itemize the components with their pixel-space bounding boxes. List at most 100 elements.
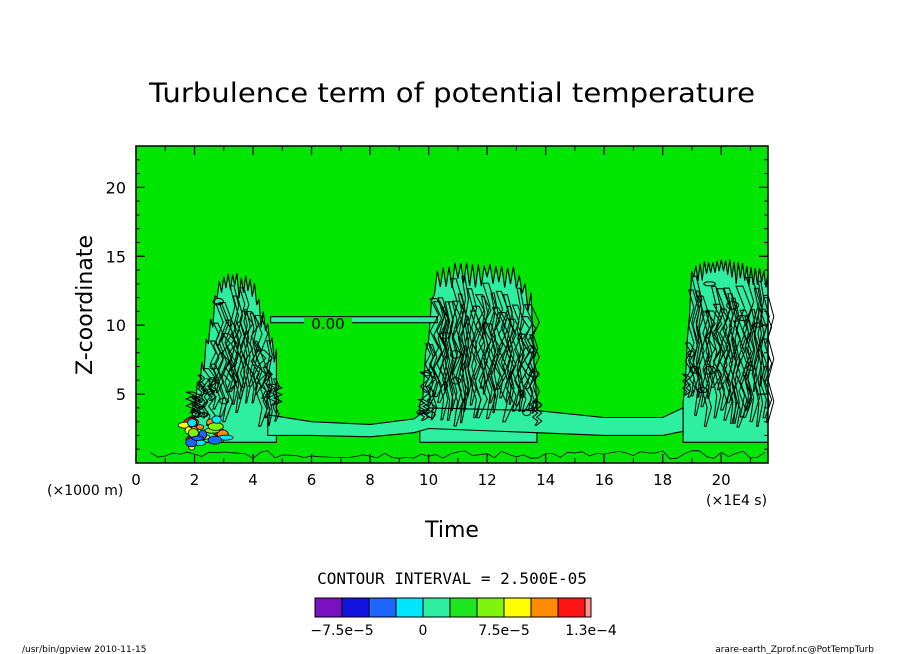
turbulent-burst-1-cell [208, 376, 216, 386]
residual-zero-band [270, 316, 438, 324]
y-axis-unit: (×1000 m) [47, 483, 123, 499]
x-axis-label: Time [424, 518, 479, 543]
turbulent-burst-3-streak [697, 295, 710, 408]
colorbar-swatch [422, 597, 451, 618]
x-tick-label: 0 [131, 471, 141, 489]
turbulent-burst-2-cell [422, 370, 432, 377]
turbulent-burst-2-streak [531, 400, 543, 426]
peak-cell [191, 435, 204, 441]
x-tick-label: 8 [365, 471, 375, 489]
turbulent-burst-2-streak [474, 294, 492, 389]
colorbar-tick-label: 7.5e−5 [478, 623, 530, 639]
turbulent-burst-1-streak [218, 302, 233, 423]
chart-title: Turbulence term of potential temperature [148, 78, 755, 109]
y-axis-label: Z-coordinate [73, 235, 98, 375]
turbulent-burst-2-streak [516, 287, 525, 412]
turbulent-burst-2-streak [447, 301, 458, 411]
turbulent-burst-1-streak [266, 340, 273, 427]
y-tick-label: 5 [116, 385, 126, 404]
colorbar-swatch [530, 597, 559, 618]
peak-cell [187, 418, 197, 428]
colorbar-swatch [449, 597, 478, 618]
plot-frame [135, 145, 769, 464]
x-tick-label: 14 [536, 471, 555, 489]
turbulent-burst-2-streak [486, 323, 497, 404]
turbulent-burst-2-cell [450, 377, 462, 385]
turbulent-burst-2-cell [416, 409, 424, 416]
x-tick-label: 10 [419, 471, 438, 489]
turbulent-burst-3-cell [697, 387, 709, 394]
colorbar-tick-label: 1.3e−4 [565, 623, 617, 639]
x-tick-label: 4 [248, 471, 258, 489]
turbulent-burst-1-cell [209, 363, 217, 370]
turbulent-burst-1-cell [219, 397, 230, 405]
colorbar: −7.5e−5 0 7.5e−5 1.3e−4 [310, 597, 617, 639]
turbulent-burst-2-cell [526, 345, 535, 353]
contour-label-gap [304, 318, 352, 332]
y-tick-label: 15 [106, 247, 126, 266]
peak-cell [207, 422, 224, 431]
turbulent-burst-2-streak [464, 315, 472, 398]
turbulent-burst-1-cell [197, 412, 209, 418]
colorbar-tick-label: 0 [419, 623, 428, 639]
turbulent-burst-1-streak [272, 378, 280, 422]
axis-ticks: 0 2 4 6 8 10 12 14 16 18 20 5 10 15 20 [106, 146, 768, 489]
turbulent-burst-2-streak [517, 333, 533, 412]
colorbar-swatch [368, 597, 397, 618]
turbulent-burst-1-cell [191, 410, 200, 417]
turbulent-burst-2-streak [482, 282, 497, 419]
turbulent-burst-2-cell [449, 349, 462, 359]
colorbar-swatch [557, 597, 586, 618]
turbulent-burst-3-cell [726, 301, 740, 310]
colorbar-swatch [341, 597, 370, 618]
contour-interval-text: CONTOUR INTERVAL = 2.500E-05 [317, 569, 587, 588]
turbulent-burst-1-streak [252, 340, 262, 395]
colorbar-tick-label: −7.5e−5 [310, 623, 373, 639]
turbulent-burst-3-streak [735, 285, 752, 418]
turbulent-burst-1-streak [243, 309, 251, 404]
colorbar-swatch [476, 597, 505, 618]
turbulent-burst-3-streak [691, 275, 703, 416]
turbulent-burst-3-cell [689, 365, 700, 374]
turbulent-burst-2-cell [425, 411, 436, 419]
turbulent-burst-3-cell [736, 314, 750, 322]
turbulent-burst-2-streak [520, 316, 537, 390]
turbulent-burst-1-streak [202, 368, 217, 426]
colorbar-swatch [584, 597, 592, 618]
turbulent-burst-1-streak [256, 349, 273, 399]
turbulent-burst-1-cell [203, 389, 215, 395]
turbulent-burst-3-streak [753, 287, 764, 427]
turbulent-burst-3-streak [688, 289, 699, 397]
turbulent-burst-2-streak [461, 275, 470, 412]
turbulent-burst-2-cell [518, 389, 526, 398]
footer-right: arare-earth_Zprof.nc@PotTempTurb [715, 645, 874, 654]
turbulent-burst-2-streak [502, 294, 513, 403]
turbulent-burst-2-cell [530, 401, 542, 409]
turbulent-burst-2-streak [467, 288, 478, 406]
colorbar-swatch [395, 597, 424, 618]
x-tick-label: 18 [653, 471, 672, 489]
peak-cell [207, 435, 222, 445]
turbulent-burst-3-streak [727, 293, 738, 424]
turbulent-burst-3-streak [705, 309, 713, 399]
turbulent-burst-2-streak [506, 305, 515, 405]
boundary-layer-band [267, 407, 684, 438]
turbulent-burst-3-streak [723, 287, 737, 404]
turbulent-burst-2-streak [416, 399, 431, 421]
turbulent-burst-1-streak [209, 340, 221, 410]
footer-left: /usr/bin/gpview 2010-11-15 [22, 645, 146, 654]
turbulent-burst-2-cell [439, 331, 451, 339]
x-tick-label: 16 [595, 471, 614, 489]
turbulent-burst-2-streak [480, 295, 489, 395]
contour-zero-label: 0.00 [311, 315, 344, 333]
turbulent-burst-1-streak [249, 312, 258, 404]
turbulent-burst-3-cell [703, 365, 716, 375]
x-tick-label: 2 [190, 471, 200, 489]
turbulent-burst-3-cell [687, 350, 695, 358]
y-tick-label: 20 [106, 178, 126, 197]
x-tick-label: 6 [307, 471, 317, 489]
x-tick-label: 20 [712, 471, 731, 489]
turbulent-burst-2-streak [428, 344, 438, 421]
turbulent-burst-1-streak [254, 315, 269, 427]
